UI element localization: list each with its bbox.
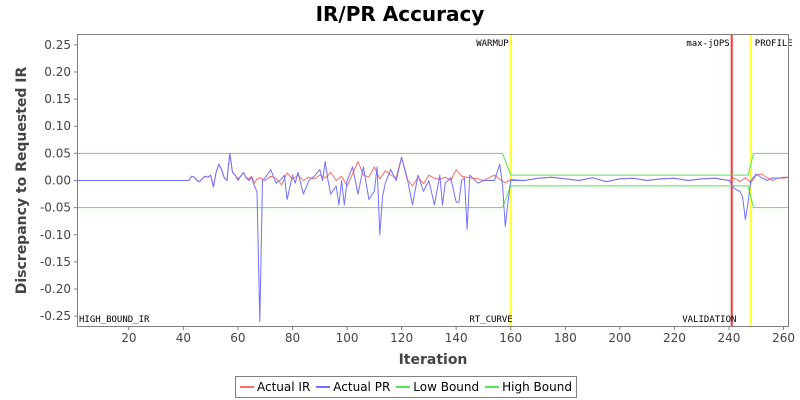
x-tick-label: 240 <box>718 331 741 345</box>
x-axis-label: Iteration <box>399 352 468 368</box>
marker-label: WARMUP <box>476 39 509 49</box>
marker-label: HIGH_BOUND_IR <box>79 315 150 325</box>
marker-label: PROFILE <box>755 39 793 49</box>
y-tick-label: 0.20 <box>44 65 71 79</box>
legend-label: Actual PR <box>333 380 391 394</box>
y-tick-label: -0.25 <box>40 309 71 323</box>
legend-item: Low Bound <box>396 380 479 394</box>
legend-swatch <box>240 386 254 388</box>
legend-label: Low Bound <box>413 380 480 394</box>
y-tick-label: 0.25 <box>44 38 71 52</box>
marker-label: VALIDATION <box>682 315 736 325</box>
y-tick-label: 0.10 <box>44 119 71 133</box>
legend-swatch <box>316 386 331 388</box>
legend-swatch <box>396 386 411 388</box>
x-tick-label: 120 <box>390 331 413 345</box>
x-tick-label: 220 <box>663 331 686 345</box>
x-tick-label: 160 <box>499 331 522 345</box>
x-tick-label: 20 <box>121 331 136 345</box>
legend-item: Actual PR <box>316 380 390 394</box>
series-line-2 <box>77 185 789 209</box>
x-tick-label: 140 <box>445 331 468 345</box>
legend-swatch <box>485 386 500 388</box>
chart-title: IR/PR Accuracy <box>315 2 485 26</box>
y-tick-label: -0.20 <box>40 282 71 296</box>
legend-label: Actual IR <box>257 380 311 394</box>
marker-label: max-jOPS <box>686 39 729 49</box>
y-tick-label: -0.05 <box>40 201 71 215</box>
plot-frame <box>77 34 789 327</box>
y-tick-label: -0.15 <box>40 255 71 269</box>
series-line-3 <box>77 152 789 176</box>
x-tick-label: 60 <box>230 331 245 345</box>
x-tick-label: 100 <box>336 331 359 345</box>
x-tick-label: 260 <box>772 331 795 345</box>
legend: Actual IR Actual PR Low Bound High Bound <box>235 376 577 398</box>
y-axis-label: Discrepancy to Requested IR <box>14 67 30 295</box>
x-tick-label: 40 <box>176 331 191 345</box>
y-tick-label: 0.00 <box>44 174 71 188</box>
y-tick-label: -0.10 <box>40 228 71 242</box>
plot-area <box>77 34 789 327</box>
series-line-1 <box>77 152 789 323</box>
y-tick-label: 0.15 <box>44 92 71 106</box>
x-tick-label: 80 <box>285 331 300 345</box>
legend-item: High Bound <box>485 380 572 394</box>
x-tick-label: 180 <box>554 331 577 345</box>
marker-label: RT_CURVE <box>469 315 512 325</box>
legend-item: Actual IR <box>240 380 310 394</box>
marker-label-layer: WARMUP RT_CURVE max-jOPS VALIDATION PROFILE H… <box>79 39 793 325</box>
legend-label: High Bound <box>502 380 572 394</box>
series-layer <box>77 152 790 323</box>
axis-layer: 20 40 60 80 100 120 140 160 180 200 220 240 260 0.25 0… <box>40 38 795 345</box>
x-tick-label: 200 <box>608 331 631 345</box>
y-tick-label: 0.05 <box>44 146 71 160</box>
